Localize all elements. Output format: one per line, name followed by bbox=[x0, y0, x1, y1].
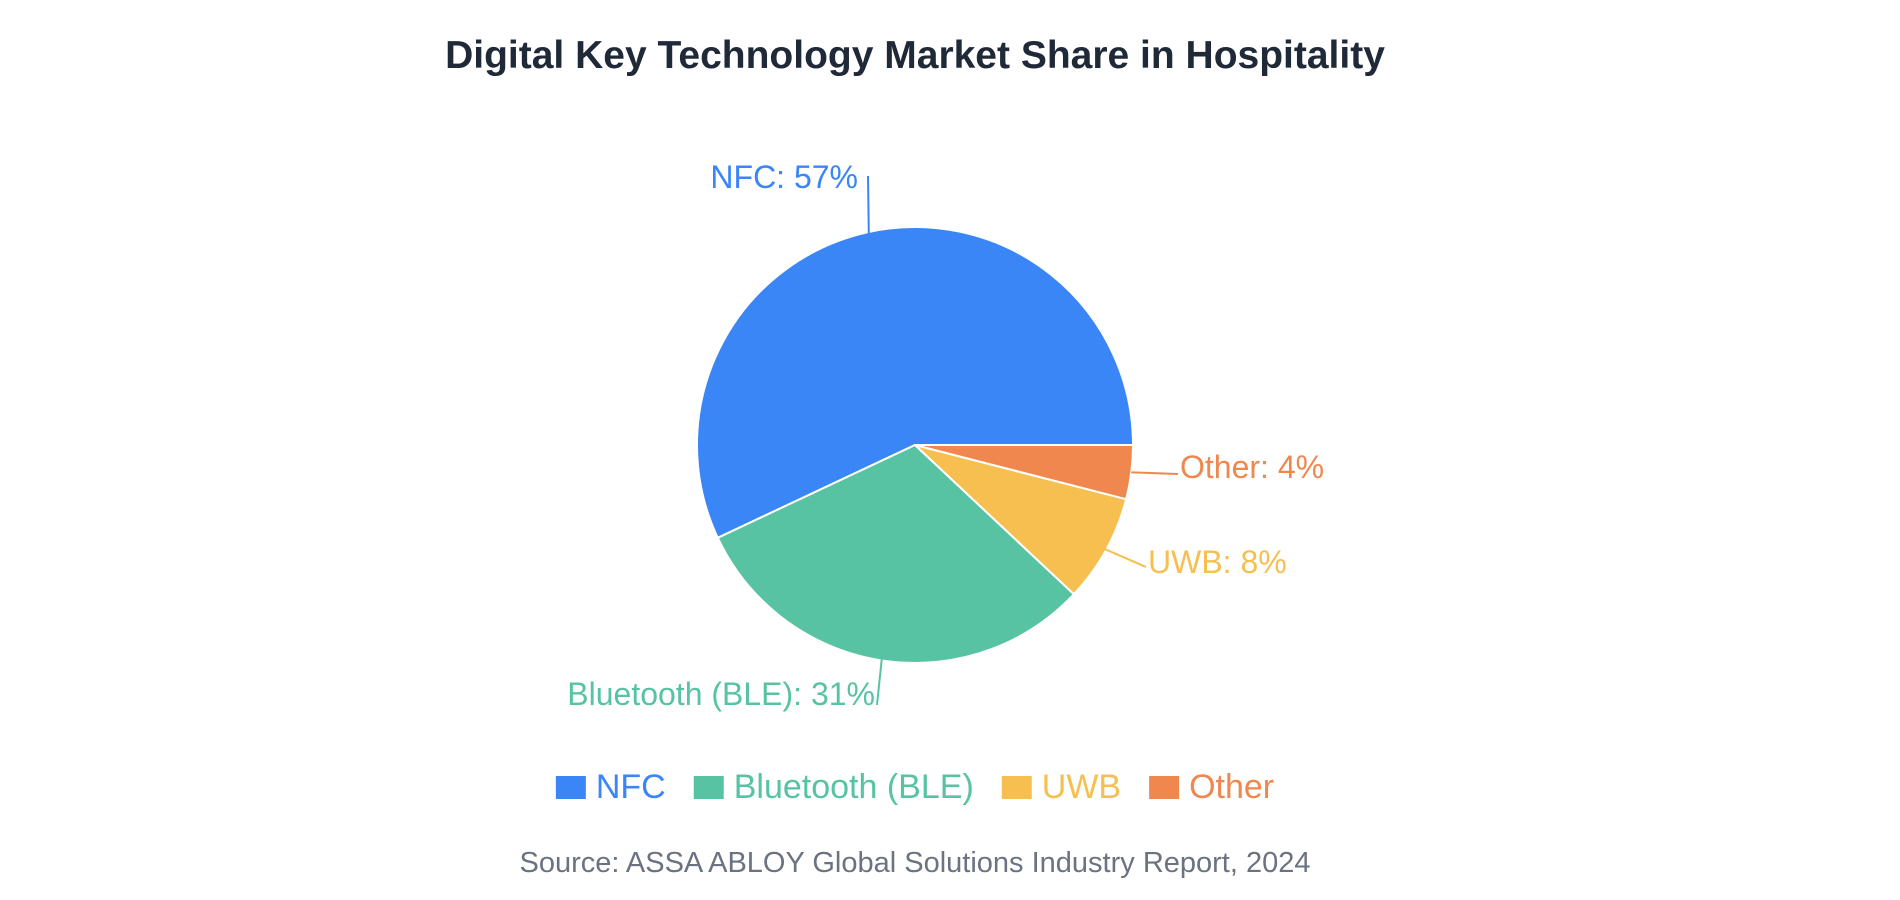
legend-swatch-nfc bbox=[555, 776, 586, 799]
slice-label-bluetooth-ble: Bluetooth (BLE): 31% bbox=[567, 676, 875, 712]
slice-labels: NFC: 57% Bluetooth (BLE): 31% UWB: 8% Other… bbox=[567, 159, 1324, 712]
slice-label-uwb: UWB: 8% bbox=[1148, 544, 1287, 580]
leader-line-uwb bbox=[1101, 547, 1147, 568]
legend-label-other: Other bbox=[1189, 768, 1274, 806]
legend-label-nfc: NFC bbox=[596, 768, 666, 806]
legend-swatch-bluetooth-ble bbox=[693, 776, 724, 799]
legend-label-bluetooth-ble: Bluetooth (BLE) bbox=[734, 768, 974, 806]
slice-label-nfc: NFC: 57% bbox=[710, 159, 858, 195]
legend-item-bluetooth-ble: Bluetooth (BLE) bbox=[693, 768, 974, 806]
legend-swatch-other bbox=[1149, 776, 1180, 799]
legend-item-nfc: NFC bbox=[555, 768, 666, 806]
pie-slice-other bbox=[914, 444, 1135, 501]
legend-swatch-uwb bbox=[1001, 776, 1032, 799]
legend-label-uwb: UWB bbox=[1042, 768, 1121, 806]
chart-legend: NFC Bluetooth (BLE) UWB Other bbox=[555, 768, 1274, 806]
legend-item-uwb: UWB bbox=[1001, 768, 1121, 806]
pie-slice-nfc bbox=[696, 226, 1135, 540]
leader-line-bluetooth-ble bbox=[876, 647, 884, 706]
chart-title: Digital Key Technology Market Share in H… bbox=[445, 34, 1385, 77]
source-note: Source: ASSA ABLOY Global Solutions Indu… bbox=[519, 847, 1310, 879]
leader-line-nfc bbox=[867, 175, 870, 239]
slice-leader-lines bbox=[867, 175, 1179, 706]
legend-item-other: Other bbox=[1149, 768, 1274, 806]
leader-line-other bbox=[1131, 471, 1179, 475]
slice-label-other: Other: 4% bbox=[1180, 449, 1324, 485]
pie-slices bbox=[696, 226, 1135, 664]
